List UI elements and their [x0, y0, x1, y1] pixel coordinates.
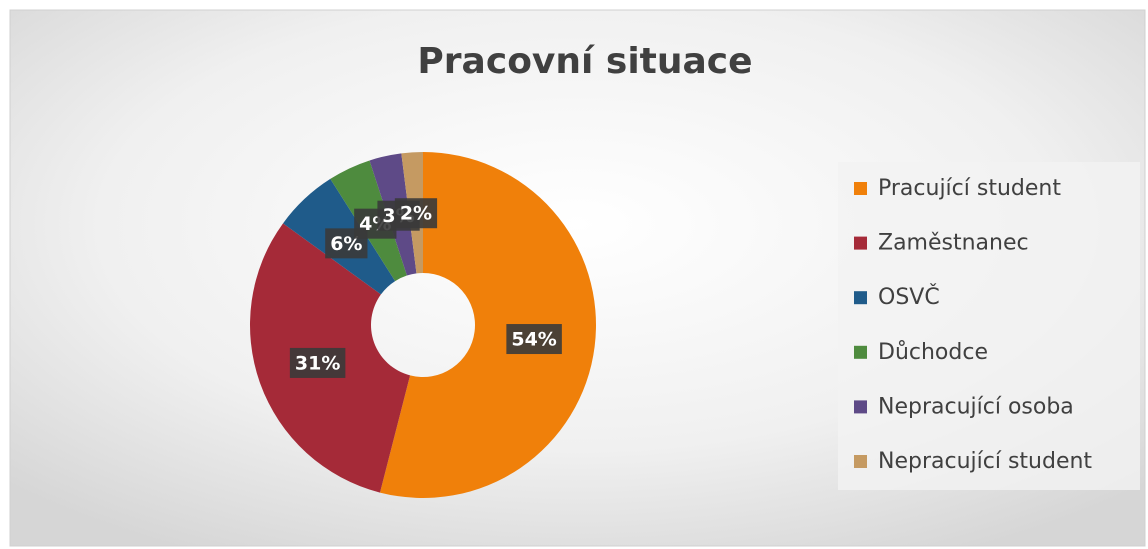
legend-label: Nepracující osoba [878, 394, 1074, 419]
data-label-box [394, 198, 438, 229]
legend-label: Důchodce [878, 340, 988, 365]
legend-label: OSVČ [878, 284, 940, 310]
legend-box [838, 162, 1140, 490]
legend-swatch [854, 345, 867, 359]
data-label: 2% [400, 203, 432, 225]
data-label-box [506, 324, 562, 355]
legend-label: Nepracující student [878, 449, 1092, 474]
legend-swatch [854, 455, 867, 468]
legend-swatch [854, 236, 867, 250]
legend-label: Zaměstnanec [878, 231, 1029, 256]
data-label-box [289, 347, 346, 378]
legend-swatch [854, 182, 867, 195]
donut-slice [379, 152, 597, 498]
legend-swatch [854, 291, 867, 305]
data-label: 31% [295, 352, 340, 374]
data-label: 54% [511, 329, 556, 351]
legend-swatch [854, 400, 867, 414]
chart-title: Pracovní situace [417, 41, 752, 82]
legend-label: Pracující student [878, 176, 1061, 201]
